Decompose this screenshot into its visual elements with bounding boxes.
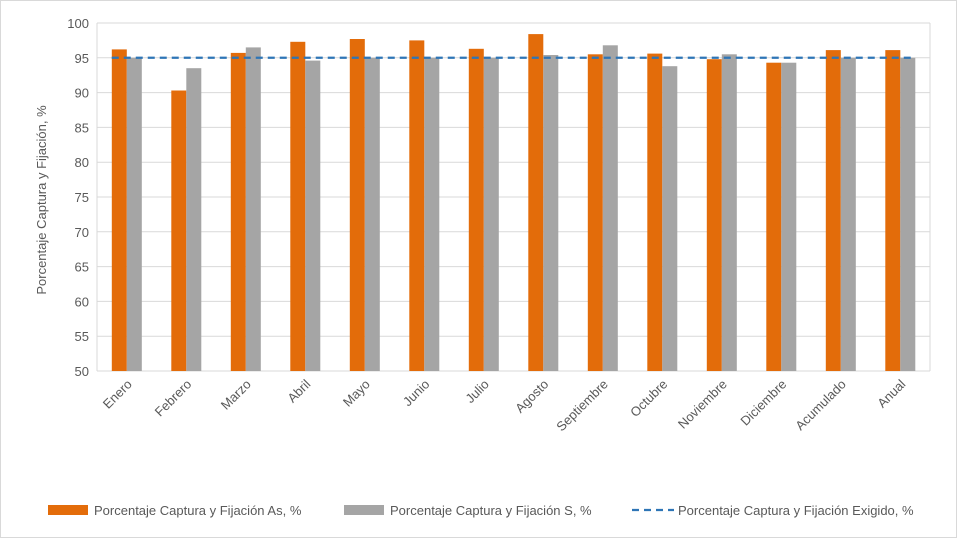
bar-s [364,57,380,372]
y-tick-label: 50 [75,364,89,379]
bar-as [111,49,127,372]
legend-label: Porcentaje Captura y Fijación S, % [390,503,592,518]
bar-s [483,57,499,372]
bar-as [587,54,603,372]
legend-swatch [48,505,88,515]
bar-s [245,47,261,372]
y-tick-label: 75 [75,190,89,205]
y-tick-label: 90 [75,86,89,101]
bar-as [409,40,425,372]
y-tick-label: 80 [75,155,89,170]
bar-s [186,68,202,371]
y-axis: 50 55 60 65 70 75 80 85 90 95 100 [67,16,89,379]
bar-as [171,90,187,371]
y-tick-label: 70 [75,225,89,240]
bar-as [349,39,365,371]
y-tick-label: 85 [75,120,89,135]
y-tick-label: 95 [75,51,89,66]
bar-s [543,55,559,371]
bar-s [721,54,737,372]
bars [111,34,916,372]
bar-as [825,50,841,371]
legend-swatch [344,505,384,515]
bar-s [840,57,856,372]
bar-as [706,59,722,371]
bar-s [662,66,678,371]
bar-s [602,45,618,372]
bar-s [424,57,440,372]
bar-as [766,62,782,371]
bar-as [290,41,306,372]
bar-s [781,62,797,371]
bar-as [647,53,663,371]
y-tick-label: 100 [67,16,89,31]
bar-s [305,60,321,371]
y-axis-label: Porcentaje Captura y Fijación, % [34,105,49,295]
bar-s [126,57,142,372]
y-tick-label: 55 [75,329,89,344]
bar-s [900,57,916,372]
legend: Porcentaje Captura y Fijación As, % Porce… [48,503,914,518]
bar-as [230,52,246,372]
bar-as [468,48,484,372]
y-tick-label: 60 [75,294,89,309]
legend-label: Porcentaje Captura y Fijación Exigido, % [678,503,914,518]
bar-as [885,50,901,371]
y-tick-label: 65 [75,260,89,275]
bar-as [528,34,544,371]
legend-label: Porcentaje Captura y Fijación As, % [94,503,302,518]
